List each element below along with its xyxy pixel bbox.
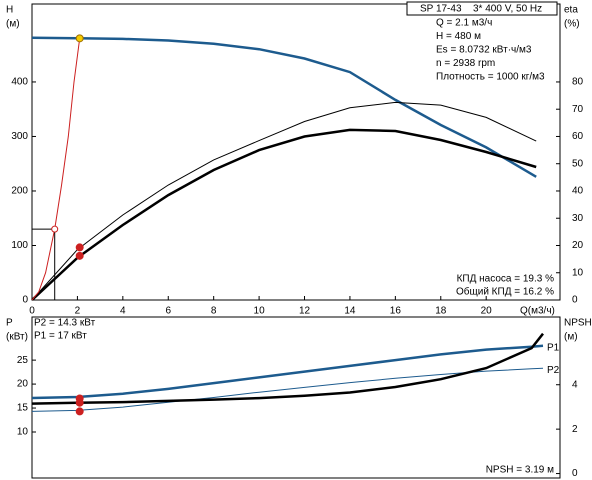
y2-tick-label: 20 [572, 240, 584, 251]
operating-point [75, 34, 84, 43]
y-axis-label: H [6, 5, 13, 16]
x-tick-label: 8 [211, 306, 217, 317]
supply: 3* 400 V, 50 Hz [473, 4, 542, 15]
power-note: P1 = 17 кВт [34, 331, 87, 342]
y-axis-unit: (м) [6, 19, 20, 30]
operating-point [75, 398, 84, 407]
y2-tick-label: 0 [572, 295, 578, 306]
y2-tick-label: 70 [572, 104, 584, 115]
power-note: P2 = 14.3 кВт [34, 318, 96, 329]
info-line: n = 2938 rpm [436, 58, 495, 69]
x-tick-label: 4 [120, 306, 126, 317]
x-tick-label: 18 [435, 306, 447, 317]
y2-axis-unit: (%) [564, 19, 580, 30]
curve [31, 332, 544, 405]
model-box [406, 1, 558, 16]
y2-tick-label: 10 [572, 267, 584, 278]
note: Общий КПД = 16.2 % [456, 286, 554, 298]
curve [31, 101, 537, 301]
y-tick-label: 15 [17, 403, 29, 414]
x-tick-label: 20 [481, 306, 493, 317]
x-tick-label: 2 [75, 306, 81, 317]
y-tick-label: 20 [17, 379, 29, 390]
y2-tick-label: 4 [572, 379, 578, 390]
plot-frame [31, 3, 561, 301]
curve [31, 367, 544, 412]
model-name: SP 17-43 [420, 4, 462, 15]
info-line: Плотность = 1000 кг/м3 [436, 72, 545, 83]
y2-tick-label: 80 [572, 77, 584, 88]
x-tick-label: 10 [254, 306, 266, 317]
note: NPSH = 3.19 м [486, 465, 554, 476]
info-line: Es = 8.0732 кВт·ч/м3 [436, 45, 532, 56]
operating-point [75, 251, 84, 260]
x-tick-label: 16 [390, 306, 402, 317]
plot-frame [31, 316, 561, 479]
y-tick-label: 400 [11, 77, 28, 88]
y-tick-label: 100 [11, 240, 28, 251]
series-label: P2 [547, 365, 560, 376]
info-line: Q = 2.1 м3/ч [436, 18, 492, 29]
y2-axis-label: eta [564, 5, 578, 16]
y2-tick-label: 40 [572, 186, 584, 197]
y-axis-unit: (кВт) [6, 332, 28, 343]
operating-point [75, 407, 84, 416]
x-tick-label: 12 [299, 306, 311, 317]
y-tick-label: 10 [17, 427, 29, 438]
y2-axis-unit: (м) [564, 332, 578, 343]
note: КПД насоса = 19.3 % [457, 274, 555, 285]
info-line: H = 480 м [436, 31, 481, 42]
y-tick-label: 300 [11, 131, 28, 142]
y2-tick-label: 30 [572, 213, 584, 224]
reference-point [51, 225, 59, 233]
y2-tick-label: 60 [572, 131, 584, 142]
y-tick-label: 200 [11, 186, 28, 197]
y2-tick-label: 0 [572, 468, 578, 479]
y-axis-label: P [6, 318, 13, 329]
y2-tick-label: 50 [572, 158, 584, 169]
x-tick-label: 6 [165, 306, 171, 317]
y2-axis-label: NPSH [564, 318, 592, 329]
operating-point [75, 243, 84, 252]
x-tick-label: 14 [344, 306, 356, 317]
curve [31, 344, 544, 400]
x-axis-label: Q(м3/ч) [520, 306, 555, 317]
y-tick-label: 25 [17, 355, 29, 366]
y-tick-label: 0 [22, 295, 28, 306]
curve [31, 38, 81, 301]
curve [31, 128, 537, 301]
series-label: P1 [547, 342, 560, 353]
curve [31, 36, 537, 178]
y2-tick-label: 2 [572, 424, 578, 435]
x-tick-label: 0 [29, 306, 35, 317]
